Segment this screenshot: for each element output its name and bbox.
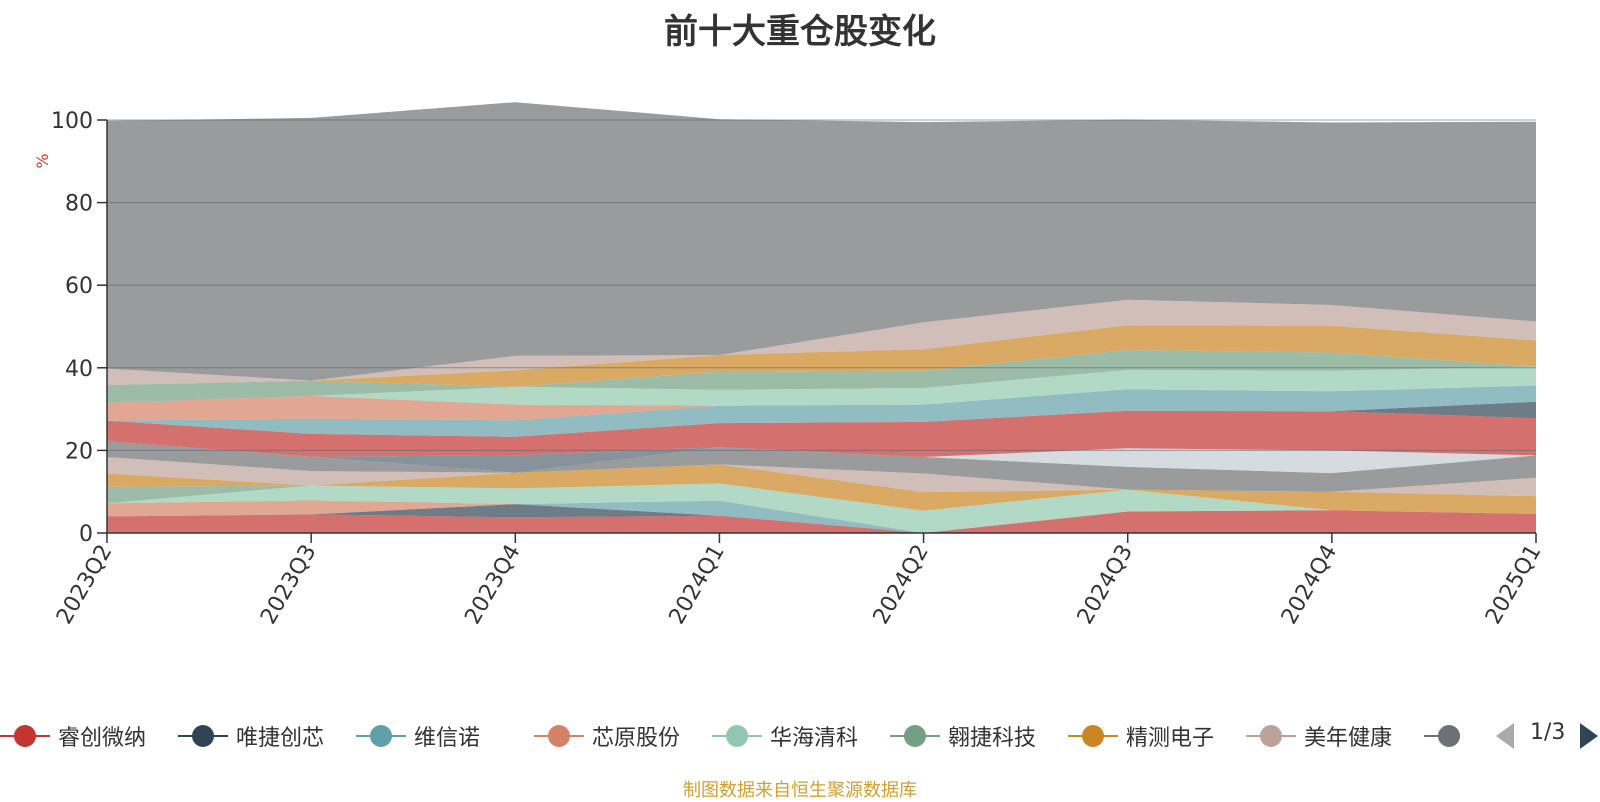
area-series-15 — [107, 385, 1536, 421]
gridlines — [107, 119, 1536, 451]
legend-label: 美年健康 — [1304, 726, 1393, 751]
y-axis-label: % — [33, 153, 52, 168]
y-tick-label: 0 — [79, 522, 93, 547]
legend-items: 睿创微纳 唯捷创芯 维信诺 芯原股份 华海清科 翱捷科技 精测电子 美年健康 宁德时代 — [0, 718, 1460, 754]
x-tick-label: 2023Q4 — [460, 541, 525, 629]
legend-item[interactable]: 精测电子 — [1068, 718, 1214, 754]
area-series-7 — [107, 464, 1536, 514]
legend-pager: 1/3 — [1496, 718, 1600, 754]
legend-label: 唯捷创芯 — [236, 726, 325, 751]
legend-item[interactable]: 芯原股份 — [534, 718, 680, 754]
next-page-icon[interactable] — [1580, 723, 1598, 749]
area-series-1 — [107, 510, 1536, 533]
stacked-areas — [107, 102, 1536, 533]
y-tick-label: 100 — [51, 109, 93, 134]
legend-label: 睿创微纳 — [58, 726, 147, 751]
x-tick-label: 2024Q3 — [1073, 541, 1138, 629]
legend-label: 精测电子 — [1126, 726, 1215, 751]
area-series-6 — [107, 483, 1536, 514]
x-tick-label: 2024Q1 — [665, 541, 730, 629]
legend-swatch-icon — [1068, 718, 1118, 754]
area-series-3 — [107, 500, 1536, 533]
area-chart: 0 20 40 60 80 100 2023Q2 2023Q3 2023Q4 2024Q1 2024… — [33, 102, 1546, 629]
legend-swatch-icon — [890, 718, 940, 754]
area-series-18 — [107, 325, 1536, 387]
x-tick-label: 2025Q1 — [1481, 541, 1546, 629]
area-series-17 — [107, 350, 1536, 403]
legend-label: 维信诺 — [414, 726, 481, 751]
area-series-12 — [107, 410, 1536, 457]
legend-item[interactable]: 宁德时代 — [1424, 718, 1460, 754]
area-series-2 — [107, 504, 1536, 533]
area-series-8 — [107, 457, 1536, 497]
legend-swatch-icon — [1246, 718, 1296, 754]
area-series-16 — [107, 366, 1536, 406]
area-series-9 — [107, 441, 1536, 492]
y-tick-label: 20 — [65, 439, 93, 464]
legend-item[interactable]: 唯捷创芯 — [178, 718, 324, 754]
legend-swatch-icon — [534, 718, 584, 754]
area-series-20 — [107, 102, 1536, 381]
legend-item[interactable]: 华海清科 — [712, 718, 858, 754]
legend-swatch-icon — [0, 718, 50, 754]
legend-item[interactable]: 美年健康 — [1246, 718, 1392, 754]
x-tick-label: 2023Q3 — [256, 541, 321, 629]
area-series-11 — [107, 441, 1536, 474]
legend-item[interactable]: 维信诺 — [356, 718, 480, 754]
legend-label: 芯原股份 — [592, 726, 681, 751]
legend-item[interactable]: 翱捷科技 — [890, 718, 1036, 754]
area-series-14 — [107, 385, 1536, 437]
x-tick-label: 2023Q2 — [52, 541, 117, 629]
area-series-19 — [107, 299, 1536, 386]
source-note: 制图数据来自恒生聚源数据库 — [683, 780, 917, 801]
area-series-4 — [107, 500, 1536, 533]
prev-page-icon[interactable] — [1496, 723, 1514, 749]
legend-item[interactable]: 睿创微纳 — [0, 718, 146, 754]
legend-swatch-icon — [1424, 718, 1460, 754]
legend-swatch-icon — [178, 718, 228, 754]
y-tick-label: 80 — [65, 192, 93, 217]
y-tick-label: 60 — [65, 274, 93, 299]
legend-swatch-icon — [356, 718, 406, 754]
area-series-5 — [107, 483, 1536, 533]
legend-page-indicator: 1/3 — [1530, 720, 1566, 745]
legend-label: 华海清科 — [770, 726, 859, 751]
x-tick-label: 2024Q2 — [869, 541, 934, 629]
legend-label: 翱捷科技 — [948, 726, 1037, 751]
area-series-10 — [107, 441, 1536, 474]
legend-swatch-icon — [712, 718, 762, 754]
chart-title: 前十大重仓股变化 — [664, 12, 936, 52]
y-tick-label: 40 — [65, 357, 93, 382]
legend: 睿创微纳 唯捷创芯 维信诺 芯原股份 华海清科 翱捷科技 精测电子 美年健康 宁德时代 — [0, 718, 1600, 754]
x-tick-label: 2024Q4 — [1277, 541, 1342, 629]
